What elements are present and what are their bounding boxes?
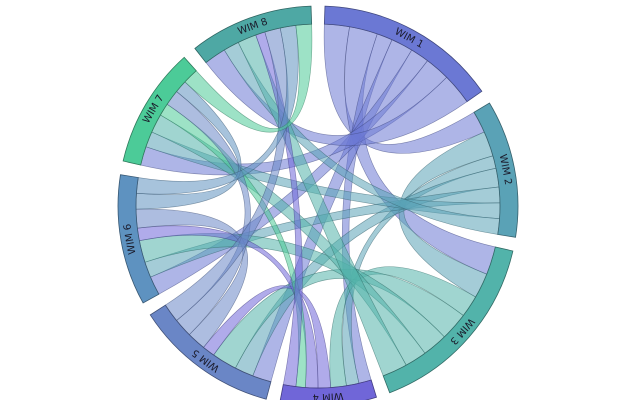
group-arc — [149, 304, 272, 400]
group-arc — [117, 174, 160, 304]
group-arc — [382, 246, 514, 394]
group-arc — [473, 102, 519, 238]
group-arc — [194, 5, 313, 64]
group-label: WIM 6 — [122, 223, 138, 255]
group-arc — [122, 56, 197, 166]
group-arc — [279, 379, 377, 400]
group-arc — [323, 5, 483, 103]
ribbons — [135, 23, 501, 389]
group-label: WIM 4 — [312, 390, 344, 400]
